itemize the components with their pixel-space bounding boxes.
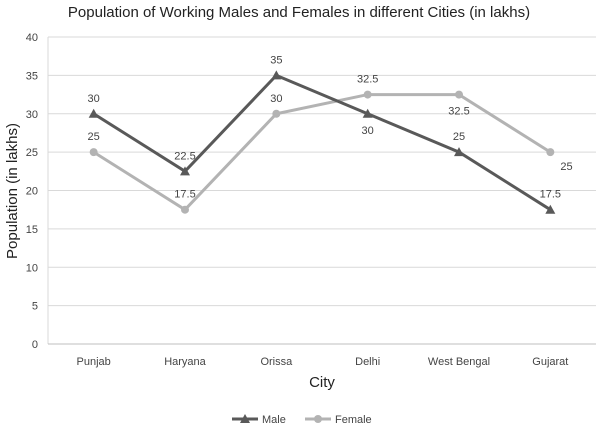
data-label: 35 (270, 54, 282, 66)
circle-marker (89, 148, 98, 157)
data-label: 30 (88, 93, 100, 105)
x-tick-label: West Bengal (428, 356, 490, 368)
legend: Male Female (232, 414, 372, 426)
x-tick-label: Gujarat (532, 356, 568, 368)
triangle-marker (180, 166, 190, 176)
data-label: 32.5 (448, 106, 469, 118)
triangle-marker (271, 70, 282, 80)
y-tick-label: 15 (26, 224, 38, 236)
y-tick-label: 5 (32, 301, 38, 313)
legend-item-female: Female (305, 414, 372, 426)
series-lines (88, 70, 556, 214)
circle-marker (363, 90, 372, 99)
circle-marker (272, 109, 281, 118)
y-tick-label: 10 (26, 262, 38, 274)
triangle-marker (362, 108, 373, 118)
x-axis-title: City (309, 374, 335, 391)
data-labels: 30 22.5 35 30 25 17.5 25 17.5 30 32.5 32.5 25 (88, 54, 573, 200)
data-label: 25 (88, 131, 100, 143)
triangle-marker (545, 204, 556, 214)
y-tick-label: 40 (26, 32, 38, 44)
circle-marker (546, 148, 555, 157)
x-tick-label: Haryana (164, 356, 206, 368)
data-label: 17.5 (540, 189, 561, 201)
y-tick-label: 20 (26, 186, 38, 198)
data-label: 25 (453, 131, 465, 143)
data-label: 32.5 (357, 74, 378, 86)
circle-marker (181, 205, 189, 214)
data-label: 17.5 (174, 189, 195, 201)
data-label: 22.5 (174, 150, 195, 162)
legend-label: Male (262, 414, 286, 426)
circle-marker (455, 90, 463, 99)
y-tick-label: 30 (26, 109, 38, 121)
series-line-male (92, 73, 552, 211)
data-label: 25 (560, 161, 572, 173)
triangle-marker (454, 147, 464, 157)
y-axis-title: Population (in lakhs) (4, 123, 21, 259)
x-tick-label: Delhi (355, 356, 380, 368)
legend-item-male: Male (232, 414, 286, 426)
data-label: 30 (270, 93, 282, 105)
data-label: 30 (362, 125, 374, 137)
gridlines (48, 36, 596, 307)
y-tick-label: 25 (26, 147, 38, 159)
y-tick-label: 35 (26, 70, 38, 82)
x-tick-label: Punjab (77, 356, 111, 368)
chart-title: Population of Working Males and Females … (68, 4, 530, 21)
axes: 0 5 10 15 20 25 30 35 40 Punjab Haryana Orissa Delhi… (26, 32, 596, 368)
y-tick-label: 0 (32, 339, 38, 351)
triangle-marker (240, 414, 250, 423)
circle-marker (314, 415, 322, 423)
legend-label: Female (335, 414, 372, 426)
triangle-marker (88, 108, 99, 118)
series-line-female (92, 93, 552, 212)
x-tick-label: Orissa (260, 356, 293, 368)
